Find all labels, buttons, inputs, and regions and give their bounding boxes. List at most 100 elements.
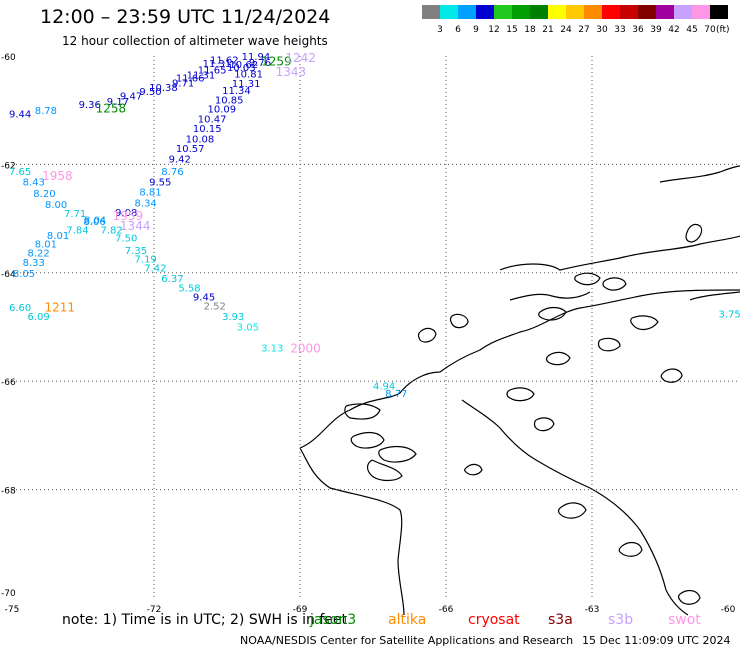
lon-label: -75 <box>5 605 20 615</box>
pass-time-label: 2000 <box>290 342 321 356</box>
legend-swatch <box>656 5 674 19</box>
pass-time-label: 1343 <box>276 65 307 79</box>
legend-swatch <box>458 5 476 19</box>
wave-height-label: 7.71 <box>64 209 86 220</box>
wave-height-label: 8.76 <box>161 167 183 178</box>
legend-label: 12 <box>488 25 499 35</box>
pass-time-label: 1242 <box>285 51 316 65</box>
wave-height-label: 3.05 <box>237 322 259 333</box>
wave-height-label: 8.04 <box>84 216 106 227</box>
pass-time-label: 1344 <box>120 219 151 233</box>
wave-height-label: 11.34 <box>222 86 251 97</box>
legend-swatch <box>512 5 530 19</box>
wave-height-label: 11.62 <box>210 55 239 66</box>
wave-height-label: 9.36 <box>79 100 101 111</box>
lon-label: -66 <box>439 605 454 615</box>
legend-label: 39 <box>650 25 662 35</box>
wave-height-label: 9.08 <box>115 208 137 219</box>
wave-height-label: 7.50 <box>115 234 137 245</box>
axis-labels: -60 -62 -64 -66 -68 -70 -75 -72 -69 -66 -63 -60 <box>1 53 736 615</box>
legend-swatch <box>494 5 512 19</box>
legend-label: 3 <box>437 25 443 35</box>
legend-swatch <box>674 5 692 19</box>
wave-height-label: 8.01 <box>47 231 69 242</box>
wave-height-label: 5.58 <box>178 283 200 294</box>
wave-height-label: 6.09 <box>27 312 49 323</box>
wave-height-label: 10.08 <box>186 134 215 145</box>
color-legend: 3 6 9 12 15 18 21 24 27 30 33 36 39 42 45 70 (ft) <box>422 5 730 35</box>
wave-height-label: 6.37 <box>161 274 183 285</box>
pass-time-label: 1258 <box>96 101 127 115</box>
wave-height-label: 9.17 <box>107 97 129 108</box>
wave-height-label: 9.71 <box>172 79 194 90</box>
wave-height-label: 2.52 <box>204 301 226 312</box>
legend-swatch <box>566 5 584 19</box>
legend-label: 15 <box>506 25 517 35</box>
wave-height-label: 7.65 <box>9 167 31 178</box>
wave-height-label: 3.13 <box>261 344 283 355</box>
wave-height-label: 8.01 <box>35 240 57 251</box>
legend-swatch <box>620 5 638 19</box>
wave-height-label: 10.47 <box>198 114 227 125</box>
legend-label: 42 <box>668 25 679 35</box>
lat-label: -70 <box>1 589 16 599</box>
mission-s3a: s3a <box>548 612 573 628</box>
mission-s3b: s3b <box>608 612 634 628</box>
wave-height-label: 10.03 <box>227 63 256 74</box>
wave-height-label: 11.65 <box>198 66 227 77</box>
wave-height-label: 10.62 <box>229 60 258 71</box>
legend-label: 30 <box>596 25 608 35</box>
lat-label: -62 <box>1 161 16 171</box>
lon-label: -60 <box>721 605 736 615</box>
wave-height-label: 8.00 <box>45 200 67 211</box>
pass-time-label: 1959 <box>113 209 144 223</box>
wave-height-label: 7.84 <box>66 225 88 236</box>
wave-height-label: 10.09 <box>208 105 237 116</box>
wave-height-label: 11.94 <box>242 52 271 63</box>
wave-height-label: 11.31 <box>203 59 232 70</box>
coastline <box>299 165 740 616</box>
legend-label: 36 <box>632 25 644 35</box>
wave-height-label: 8.78 <box>35 106 57 117</box>
wave-height-label: 9.45 <box>193 293 215 304</box>
wave-height-label: 8.34 <box>135 198 157 209</box>
legend-swatch <box>584 5 602 19</box>
wave-height-label: 8.81 <box>139 188 161 199</box>
mission-swot: swot <box>668 612 701 628</box>
legend-unit: (ft) <box>716 25 730 35</box>
wave-height-label: 9.44 <box>9 109 31 120</box>
wave-height-label: 8.22 <box>27 249 49 260</box>
wave-height-label: 11.66 <box>176 74 205 85</box>
footer-note: note: 1) Time is in UTC; 2) SWH is in fe… <box>62 612 348 628</box>
legend-swatch <box>710 5 728 19</box>
wave-height-label: 7.42 <box>144 263 166 274</box>
wave-height-label: 9.55 <box>149 178 171 189</box>
wave-height-label: 7.82 <box>100 225 122 236</box>
pass-time-label: 1259 <box>261 54 292 68</box>
legend-swatch <box>476 5 494 19</box>
wave-height-label: 3.93 <box>222 312 244 323</box>
legend-swatch <box>692 5 710 19</box>
lon-label: -72 <box>147 605 162 615</box>
lon-label: -63 <box>585 605 600 615</box>
wave-height-label: 7.19 <box>135 255 157 266</box>
page-subtitle: 12 hour collection of altimeter wave hei… <box>62 34 328 48</box>
credit-line: NOAA/NESDIS Center for Satellite Applica… <box>240 634 574 647</box>
legend-swatch <box>602 5 620 19</box>
legend-label: 6 <box>455 25 461 35</box>
legend-swatch <box>422 5 440 19</box>
wave-height-label: 4.94 <box>373 382 395 393</box>
legend-label: 9 <box>473 25 479 35</box>
legend-label: 70 <box>704 25 716 35</box>
wave-height-label: 7.35 <box>125 246 147 257</box>
wave-height-label: 9.42 <box>169 154 191 165</box>
legend-label: 27 <box>578 25 589 35</box>
wave-height-label: 8.33 <box>23 258 45 269</box>
wave-height-label: 10.38 <box>149 83 178 94</box>
lat-label: -64 <box>1 270 16 280</box>
wave-height-label: 9.76 <box>249 58 271 69</box>
legend-swatch <box>530 5 548 19</box>
